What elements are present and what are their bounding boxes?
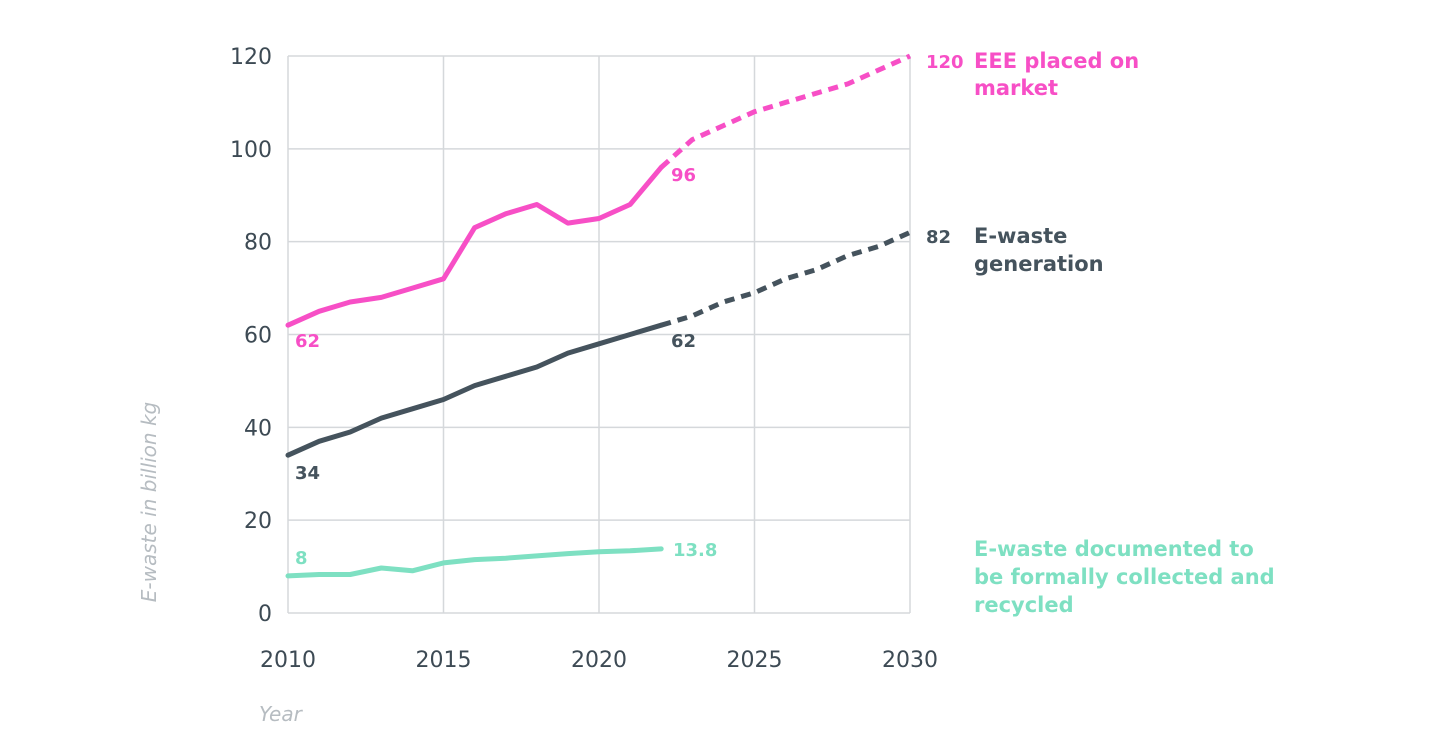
y-axis-ticks: 0 20 40 60 80 100 120 [230, 45, 272, 627]
y-tick-label: 120 [230, 45, 272, 70]
y-tick-label: 60 [244, 324, 272, 349]
series-2-start-label: 8 [295, 548, 308, 569]
y-tick-label: 80 [244, 231, 272, 256]
labels-layer: 62 96 120 EEE placed on market 34 62 82 E-waste g… [295, 49, 1275, 617]
series-1-name-line: E-waste [974, 224, 1067, 248]
x-tick-label: 2020 [571, 648, 627, 673]
series-0-end-label: 96 [671, 165, 696, 186]
series-0-projection-line [659, 53, 912, 170]
series-0-name-line: EEE placed on [974, 49, 1139, 73]
y-tick-label: 100 [230, 138, 272, 163]
series-1-start-label: 34 [295, 463, 320, 484]
series-0-name-line: market [974, 76, 1058, 100]
series-2-name-line: be formally collected and [974, 565, 1275, 589]
series-0-line [285, 164, 664, 328]
series-2-name-line: recycled [974, 593, 1074, 617]
series-2-line [285, 546, 664, 579]
grid-lines [287, 55, 911, 614]
series-0-projection-end-label: 120 [926, 52, 964, 73]
series-layer [285, 53, 912, 579]
x-tick-label: 2030 [882, 648, 938, 673]
series-1-line [285, 322, 664, 458]
x-tick-label: 2015 [416, 648, 472, 673]
series-1-end-label: 62 [671, 331, 696, 352]
series-0-start-label: 62 [295, 331, 320, 352]
x-axis-ticks: 2010 2015 2020 2025 2030 [260, 648, 938, 673]
series-1-projection-end-label: 82 [926, 227, 951, 248]
y-tick-label: 40 [244, 416, 272, 441]
y-tick-label: 0 [258, 602, 272, 627]
series-1-projection-line [660, 230, 912, 328]
x-axis-title: Year [259, 702, 304, 726]
y-axis-title: E-waste in billion kg [137, 402, 161, 602]
x-tick-label: 2025 [727, 648, 783, 673]
series-2-name-line: E-waste documented to [974, 537, 1254, 561]
series-2-end-label: 13.8 [673, 540, 717, 561]
series-1-name-line: generation [974, 252, 1104, 276]
x-tick-label: 2010 [260, 648, 316, 673]
y-tick-label: 20 [244, 509, 272, 534]
